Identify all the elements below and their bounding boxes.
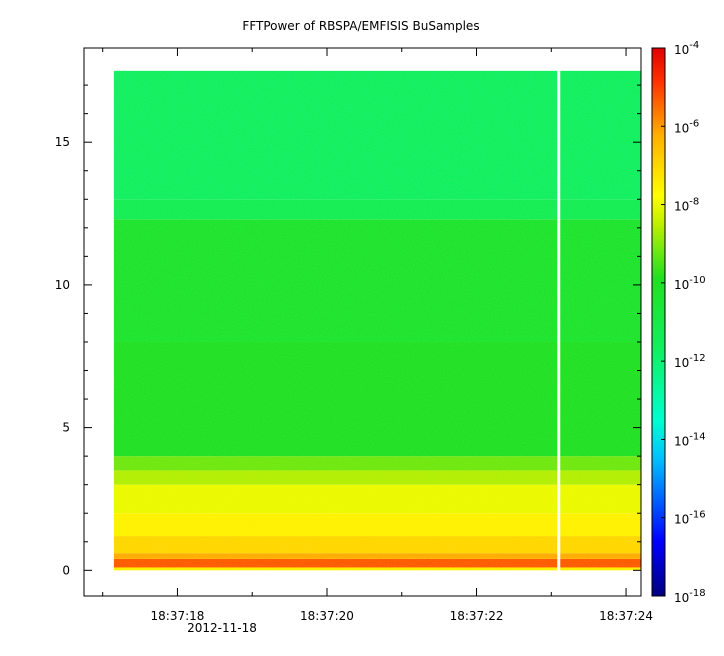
colorbar-tick-label: 10-14 [674,431,706,448]
spectrogram-texture [113,69,641,572]
x-axis: 18:37:18 18:37:20 18:37:22 18:37:24 [102,48,653,623]
colorbar-tick-label: 10-18 [674,588,706,605]
colorbar-axis: 10-4 10-6 10-8 10-10 10-12 10-14 10-16 10-18 [661,40,706,605]
x-date-label: 2012-11-18 [187,621,257,635]
y-axis: 0 5 10 15 [55,84,641,577]
colorbar-tick-label: 10-16 [674,510,706,527]
x-tick-label: 18:37:20 [300,609,354,623]
y-tick-label: 0 [62,563,70,577]
y-tick-label: 5 [62,421,70,435]
chart-title: FFTPower of RBSPA/EMFISIS BuSamples [242,19,479,33]
x-tick-label: 18:37:22 [450,609,504,623]
colorbar [651,47,666,597]
colorbar-tick-label: 10-4 [674,40,699,57]
y-tick-label: 10 [55,278,70,292]
speckle-overlay [113,70,641,571]
data-gap [557,69,561,572]
colorbar-tick-label: 10-10 [674,275,706,292]
y-tick-label: 15 [55,135,70,149]
colorbar-tick-label: 10-8 [674,197,699,214]
plot-frame [83,47,642,597]
colorbar-tick-label: 10-6 [674,118,699,135]
colorbar-tick-label: 10-12 [674,353,706,370]
x-tick-label: 18:37:18 [151,609,205,623]
x-tick-label: 18:37:24 [599,609,653,623]
